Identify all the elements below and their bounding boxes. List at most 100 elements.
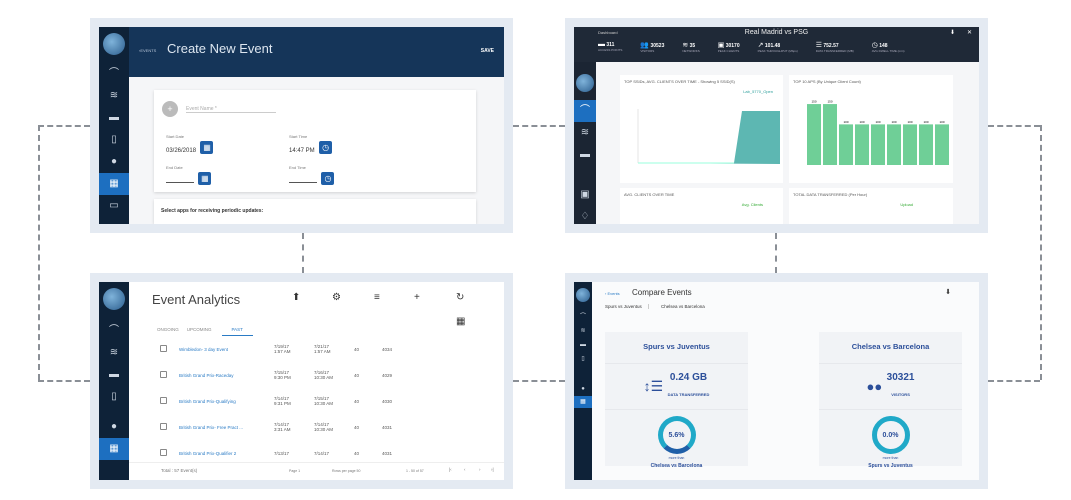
id-cell: 4034 [382, 346, 393, 352]
clock-button[interactable]: ◷ [321, 172, 335, 186]
table-row[interactable]: British Grand Prix- Free Pract ... 7/14/1… [154, 414, 398, 440]
row-checkbox[interactable] [160, 449, 167, 456]
user-icon[interactable]: ● [110, 156, 118, 167]
rows-per-page-select[interactable]: Rows per page 50 [332, 469, 361, 473]
bar[interactable] [855, 124, 869, 165]
calendar-icon[interactable]: ▦ [456, 316, 466, 327]
refresh-icon[interactable]: ↻ [456, 292, 465, 303]
device-icon[interactable]: ▯ [581, 356, 585, 362]
tab-past[interactable]: PAST [221, 327, 253, 336]
calendar-icon[interactable]: ▦ [99, 173, 129, 195]
dashboard-icon[interactable]: ⌒ [109, 325, 119, 336]
page-select[interactable]: Page 1 [289, 469, 301, 473]
bar[interactable] [935, 124, 949, 165]
back-link[interactable]: ‹EVENTS [139, 48, 157, 53]
more-than-label: more than [668, 456, 685, 460]
chart-legend[interactable]: Upload [900, 202, 913, 207]
close-icon[interactable]: ✕ [966, 30, 972, 36]
bar[interactable] [887, 124, 901, 165]
calendar-button[interactable]: ▦ [198, 172, 212, 186]
row-checkbox[interactable] [160, 397, 167, 404]
tabs: ONGOING UPCOMING PAST [157, 327, 253, 336]
filter-icon[interactable]: ≡ [374, 292, 380, 303]
message-icon[interactable]: ▭ [109, 200, 119, 211]
more-than-label: more than [882, 456, 899, 460]
end-date-input[interactable] [166, 182, 194, 183]
bar[interactable] [871, 124, 885, 165]
upload-icon[interactable]: ⬆ [292, 292, 301, 303]
dashboard-icon[interactable]: ⌒ [579, 314, 586, 320]
calendar-icon[interactable]: ▦ [99, 438, 129, 460]
user-icon[interactable]: ● [110, 421, 118, 432]
prev-page-icon[interactable]: ‹ [464, 467, 466, 472]
row-checkbox[interactable] [160, 371, 167, 378]
end-date: 7/21/17 [314, 344, 330, 349]
bar[interactable] [807, 104, 821, 165]
event-link[interactable]: British Grand Prix-Qualifying [179, 398, 236, 404]
access-point-icon[interactable]: ▬ [580, 342, 586, 348]
first-page-icon[interactable]: |‹ [449, 467, 452, 472]
wifi-icon[interactable]: ≋ [580, 127, 590, 138]
end-time: 10:30 AM [314, 401, 334, 406]
bar[interactable] [839, 124, 853, 165]
tab-ongoing[interactable]: ONGOING [157, 327, 179, 332]
access-point-icon[interactable]: ▬ [109, 112, 119, 123]
tab-event[interactable]: Chelsea vs Barcelona [661, 304, 705, 309]
next-page-icon[interactable]: › [479, 467, 481, 472]
stat-icon: 👥 [640, 42, 650, 49]
row-checkbox[interactable] [160, 423, 167, 430]
event-link[interactable]: British Grand Prix-Qualifier 2 [179, 450, 237, 456]
event-title: Real Madrid vs PSG [744, 29, 809, 36]
chart-legend[interactable]: Lab_5770_Open [743, 89, 773, 94]
event-link[interactable]: British Grand Prix- Free Pract ... [179, 424, 244, 430]
tab-event[interactable]: Spurs vs Juventus [605, 304, 649, 309]
bell-icon[interactable]: ♢ [580, 211, 590, 222]
bar[interactable] [919, 124, 933, 165]
user-icon[interactable]: ● [581, 386, 585, 392]
last-page-icon[interactable]: ›| [491, 467, 494, 472]
report-icon[interactable]: ▣ [580, 189, 590, 200]
start-time-value[interactable]: 14:47 PM [289, 148, 315, 154]
wifi-icon[interactable]: ≋ [109, 90, 119, 101]
start-date-value[interactable]: 03/26/2018 [166, 148, 197, 154]
access-point-icon[interactable]: ▬ [580, 149, 590, 160]
back-link[interactable]: ‹ Events [605, 291, 620, 296]
breadcrumb[interactable]: Dashboard [598, 30, 618, 35]
percent-ring: 0.0% [871, 416, 910, 454]
metric-label: DATA TRANSFERRED [667, 392, 710, 397]
stat-label: PEAK CLIENTS [717, 49, 740, 53]
table-row[interactable]: British Grand Prix-Qualifying 7/14/17 9:31… [154, 388, 398, 414]
wifi-icon[interactable]: ≋ [109, 347, 119, 358]
dashboard-icon[interactable]: ⌒ [109, 68, 119, 79]
save-button[interactable]: SAVE [480, 48, 494, 54]
settings-icon[interactable]: ⚙ [332, 292, 341, 303]
row-checkbox[interactable] [160, 345, 167, 352]
download-icon[interactable]: ⬇ [945, 289, 951, 296]
device-icon[interactable]: ▯ [111, 134, 117, 145]
access-point-icon[interactable]: ▬ [109, 369, 119, 380]
id-cell: 4031 [382, 424, 393, 430]
bar[interactable] [903, 124, 917, 165]
download-icon[interactable]: ⬇ [949, 30, 955, 36]
calendar-icon[interactable]: ▦ [574, 396, 592, 408]
table-row[interactable]: British Grand Prix-Qualifier 2 7/13/17 7/1… [154, 440, 398, 466]
end-time-input[interactable] [289, 182, 317, 183]
event-name-input[interactable]: Event Name * [186, 106, 276, 113]
calendar-button[interactable]: ▦ [200, 141, 214, 155]
table-row[interactable]: British Grand Prix-Raceday 7/15/17 9:30 PM… [154, 362, 398, 388]
chart-legend[interactable]: Avg. Clients [741, 202, 763, 207]
tab-upcoming[interactable]: UPCOMING [186, 327, 212, 332]
connector [1040, 125, 1042, 380]
table-row[interactable]: Wimbledon- 3 day Event 7/19/17 1:57 AM 7/21… [154, 336, 398, 362]
add-icon[interactable]: + [414, 292, 420, 303]
bar[interactable] [823, 104, 837, 165]
event-link[interactable]: Wimbledon- 3 day Event [179, 346, 229, 352]
dashboard-icon[interactable]: ⌒ [574, 100, 596, 122]
add-image-icon[interactable]: + [162, 101, 178, 117]
apps-heading: Select apps for receiving periodic updat… [161, 208, 264, 214]
clock-button[interactable]: ◷ [319, 141, 333, 155]
stat-icon: ◷ [871, 42, 878, 49]
wifi-icon[interactable]: ≋ [580, 328, 586, 334]
device-icon[interactable]: ▯ [111, 391, 117, 402]
event-link[interactable]: British Grand Prix-Raceday [179, 372, 234, 378]
